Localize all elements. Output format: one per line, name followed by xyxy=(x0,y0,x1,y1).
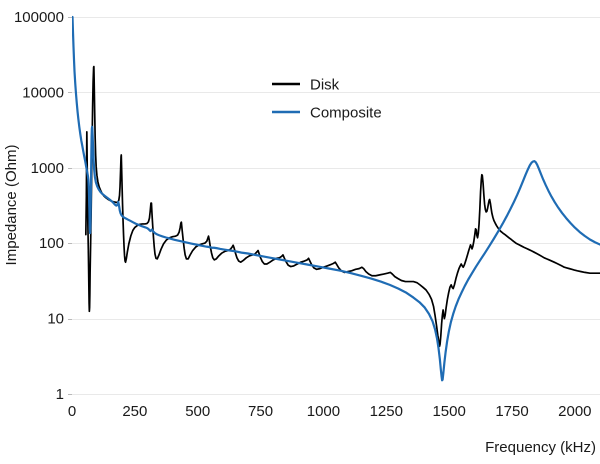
y-tick-label-100: 100 xyxy=(39,235,64,252)
chart-legend: Disk Composite xyxy=(272,77,382,122)
x-tick-label-1250: 1250 xyxy=(370,403,403,420)
x-axis-tick-labels: 0 250 500 750 1000 1250 1500 1750 2000 xyxy=(68,403,592,420)
series-line-composite xyxy=(72,15,600,382)
x-axis-title: Frequency (kHz) xyxy=(485,439,596,456)
x-tick-label-0: 0 xyxy=(68,403,76,420)
x-tick-label-500: 500 xyxy=(185,403,210,420)
x-tick-label-2000: 2000 xyxy=(558,403,591,420)
x-tick-label-250: 250 xyxy=(122,403,147,420)
y-tick-label-10000: 10000 xyxy=(22,84,64,101)
y-tick-label-10: 10 xyxy=(47,311,64,328)
y-tick-label-1: 1 xyxy=(56,386,64,403)
y-axis-tick-labels: 1 10 100 1000 10000 100000 xyxy=(14,9,64,403)
y-tick-label-1000: 1000 xyxy=(31,160,64,177)
y-tick-label-100000: 100000 xyxy=(14,9,64,26)
gridlines xyxy=(68,17,600,395)
x-tick-label-750: 750 xyxy=(248,403,273,420)
x-tick-label-1750: 1750 xyxy=(495,403,528,420)
series-line-disk xyxy=(84,65,600,348)
legend-label-disk: Disk xyxy=(310,77,340,94)
y-axis-title: Impedance (Ohm) xyxy=(3,145,20,266)
legend-label-composite: Composite xyxy=(310,105,382,122)
x-tick-label-1000: 1000 xyxy=(307,403,340,420)
data-series xyxy=(72,15,600,382)
x-tick-label-1500: 1500 xyxy=(432,403,465,420)
